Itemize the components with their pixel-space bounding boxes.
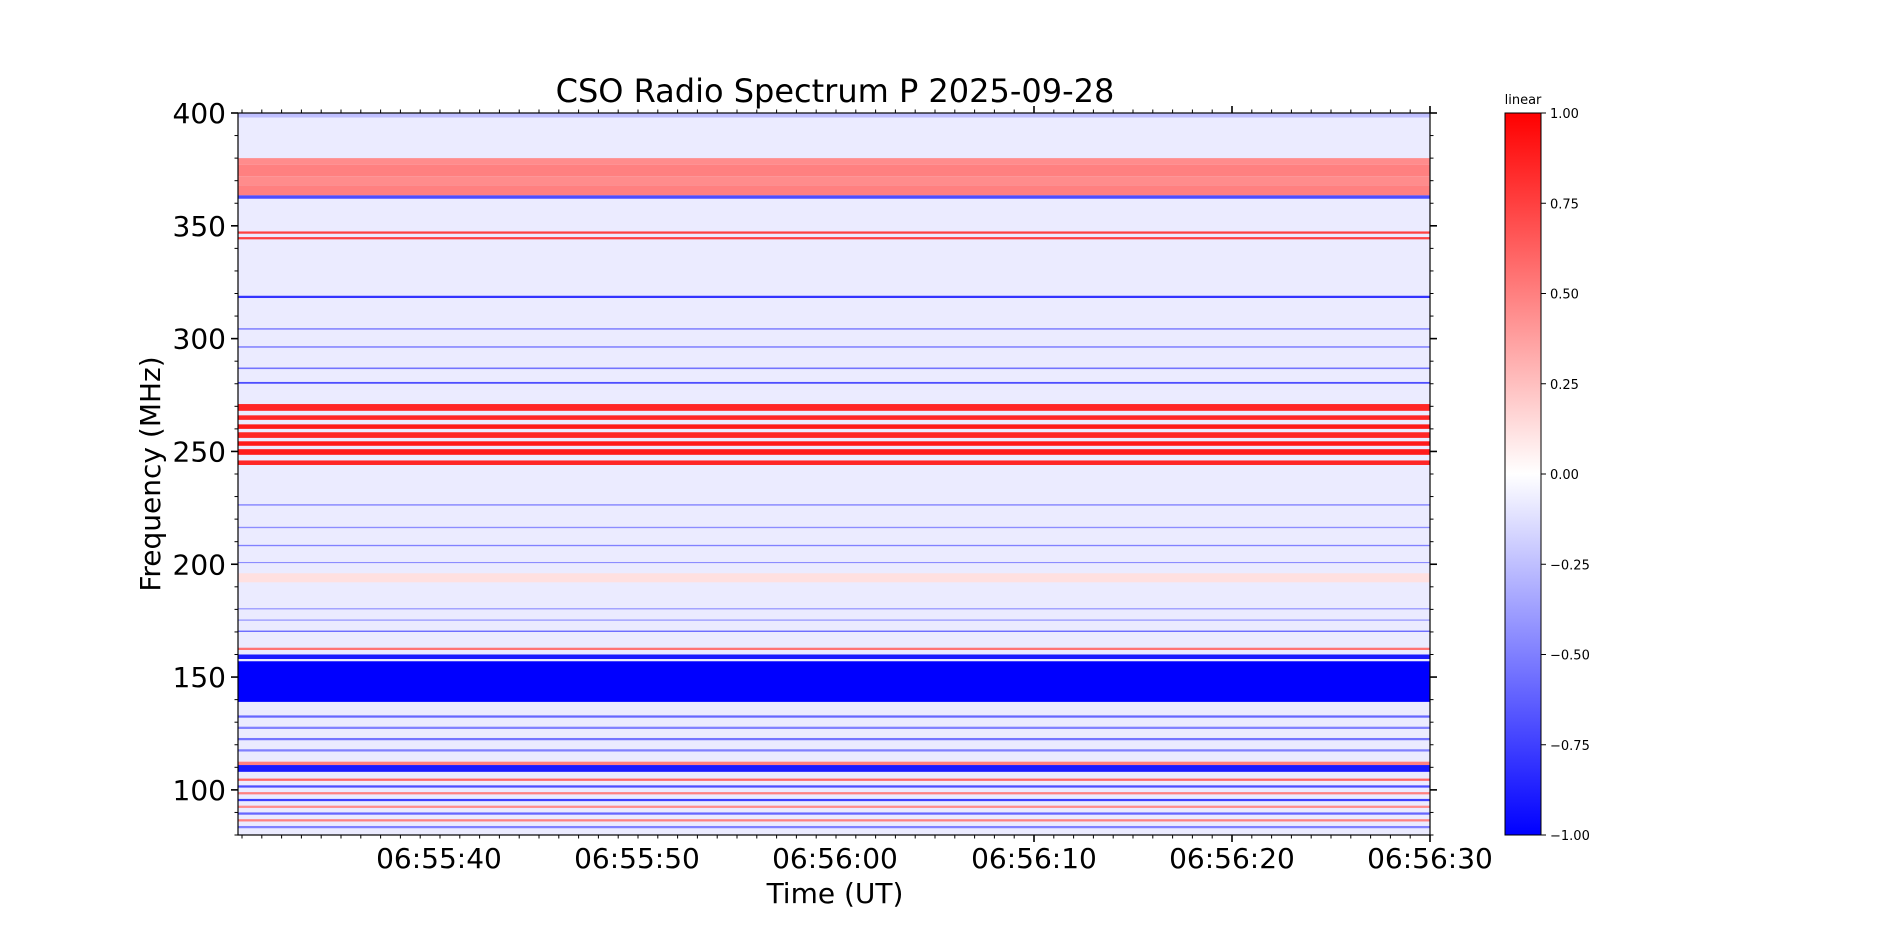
- frequency-band: [238, 812, 1430, 815]
- x-tick-label: 06:55:40: [376, 842, 502, 875]
- y-axis: 100 150 200 250 300 350 400: [173, 97, 1437, 836]
- frequency-band: [238, 647, 1430, 650]
- colorbar-tick-label: −0.50: [1550, 649, 1590, 664]
- colorbar-tick-label: 1.00: [1550, 107, 1579, 122]
- frequency-band: [238, 654, 1430, 660]
- frequency-band: [238, 761, 1430, 766]
- frequency-band: [238, 630, 1430, 632]
- colorbar-tick-label: 0.25: [1550, 378, 1579, 393]
- colorbar-tick-label: 0.50: [1550, 288, 1579, 303]
- x-axis-label: Time (UT): [766, 877, 904, 910]
- frequency-band: [238, 825, 1430, 829]
- frequency-band: [238, 661, 1430, 702]
- frequency-band: [238, 785, 1430, 788]
- x-tick-label: 06:56:10: [971, 842, 1097, 875]
- frequency-band: [238, 381, 1430, 384]
- y-tick-label: 200: [173, 548, 226, 581]
- frequency-band: [238, 415, 1430, 420]
- frequency-band: [238, 805, 1430, 808]
- frequency-band: [238, 749, 1430, 752]
- frequency-band: [238, 176, 1430, 186]
- frequency-band: [238, 328, 1430, 330]
- colorbar-tick-label: 0.00: [1550, 468, 1579, 483]
- frequency-band: [238, 237, 1430, 240]
- y-tick-label: 300: [173, 323, 226, 356]
- frequency-band: [238, 346, 1430, 348]
- colorbar-axis: 1.00 0.75 0.50 0.25 0.00 −0.25 −0.50 −0.75 −1.00: [1541, 107, 1590, 844]
- y-tick-label: 400: [173, 97, 226, 130]
- frequency-band: [238, 441, 1430, 446]
- frequency-band: [238, 295, 1430, 299]
- x-tick-label: 06:56:20: [1169, 842, 1295, 875]
- frequency-band: [238, 819, 1430, 822]
- y-tick-label: 150: [173, 661, 226, 694]
- frequency-band: [238, 195, 1430, 199]
- chart-title: CSO Radio Spectrum P 2025-09-28: [556, 72, 1115, 110]
- frequency-band: [238, 449, 1430, 455]
- frequency-band: [238, 792, 1430, 795]
- frequency-band: [238, 544, 1430, 547]
- frequency-band: [238, 765, 1430, 772]
- colorbar-tick-label: 0.75: [1550, 197, 1579, 212]
- frequency-band: [238, 778, 1430, 781]
- x-tick-label: 06:55:50: [574, 842, 700, 875]
- frequency-band: [238, 460, 1430, 465]
- colorbar-tick-label: −0.25: [1550, 558, 1590, 573]
- frequency-band: [238, 367, 1430, 370]
- frequency-band: [238, 526, 1430, 529]
- frequency-band: [238, 561, 1430, 564]
- frequency-band: [238, 715, 1430, 718]
- frequency-band: [238, 404, 1430, 411]
- frequency-band: [238, 424, 1430, 429]
- frequency-band: [238, 608, 1430, 610]
- colorbar: [1504, 112, 1542, 836]
- colorbar-label: linear: [1505, 93, 1542, 108]
- frequency-band: [238, 573, 1430, 583]
- colorbar-tick-label: −0.75: [1550, 739, 1590, 754]
- frequency-band: [238, 798, 1430, 802]
- y-tick-label: 250: [173, 435, 226, 468]
- heatmap-plot-area: [238, 113, 1430, 835]
- frequency-band: [238, 619, 1430, 621]
- y-tick-label: 100: [173, 774, 226, 807]
- frequency-band: [238, 113, 1430, 118]
- x-tick-label: 06:56:00: [772, 842, 898, 875]
- frequency-band: [238, 726, 1430, 729]
- x-tick-label: 06:56:30: [1367, 842, 1493, 875]
- frequency-band: [238, 504, 1430, 506]
- x-axis: 06:55:40 06:55:50 06:56:00 06:56:10 06:56:20…: [241, 106, 1493, 875]
- frequency-band: [238, 432, 1430, 438]
- colorbar-tick-label: −1.00: [1550, 829, 1590, 844]
- y-tick-label: 350: [173, 210, 226, 243]
- frequency-band: [238, 164, 1430, 177]
- frequency-band: [238, 185, 1430, 196]
- frequency-band: [238, 158, 1430, 165]
- frequency-band: [238, 737, 1430, 741]
- frequency-band: [238, 231, 1430, 234]
- y-axis-label: Frequency (MHz): [134, 356, 167, 591]
